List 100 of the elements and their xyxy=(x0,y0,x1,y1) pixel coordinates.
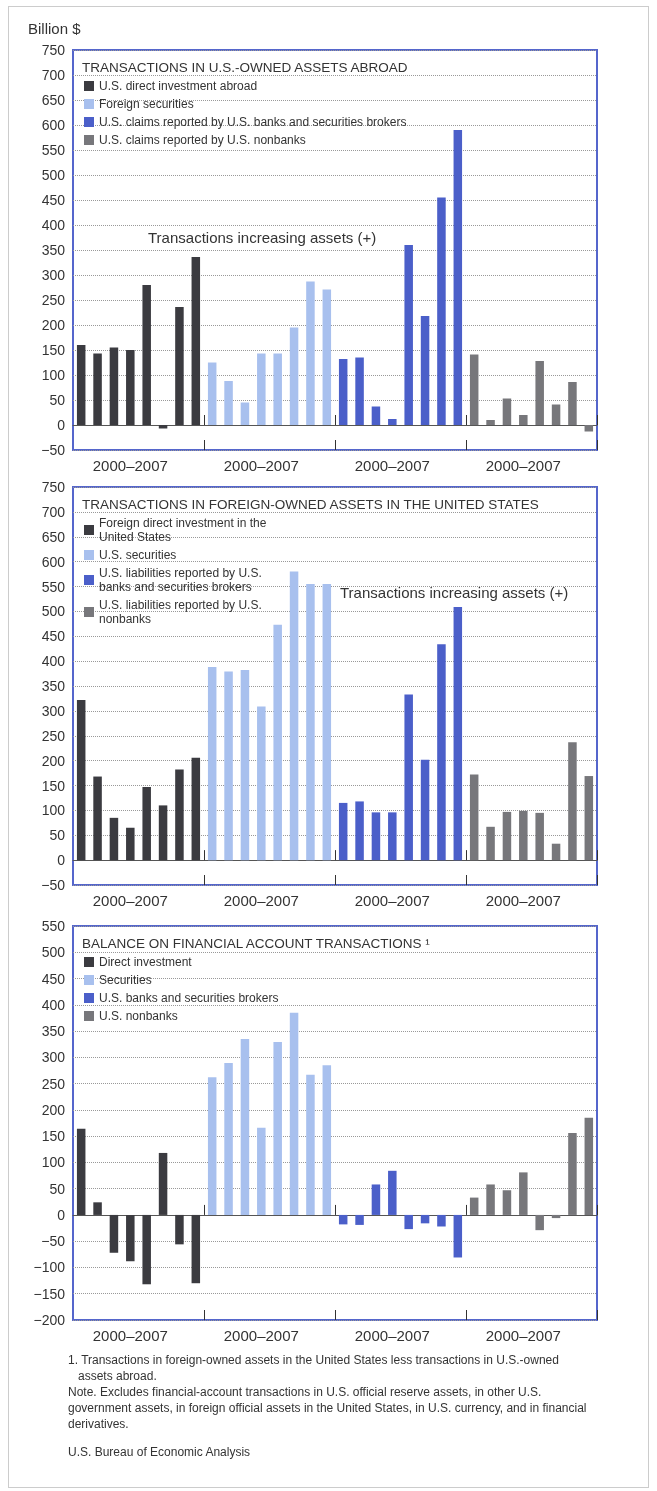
y-tick-label: 100 xyxy=(41,802,66,819)
bar xyxy=(469,1197,479,1215)
y-tick-label: 450 xyxy=(41,628,66,645)
bar xyxy=(355,801,364,861)
y-tick-label: 400 xyxy=(41,996,66,1013)
bar xyxy=(584,425,594,432)
x-tick-label: 2000–2007 xyxy=(354,457,430,474)
bar xyxy=(126,1214,135,1262)
legend-label: Foreign securities xyxy=(99,97,194,111)
y-tick-label: 600 xyxy=(41,117,66,133)
bar xyxy=(240,670,250,861)
y-tick-label: −50 xyxy=(41,442,66,458)
y-tick-label: 50 xyxy=(49,827,66,844)
bar xyxy=(404,245,413,425)
legend-label: U.S. claims reported by U.S. banks and securities brokers xyxy=(99,115,407,129)
bar xyxy=(502,398,512,425)
bar xyxy=(207,667,217,861)
bar xyxy=(486,420,495,425)
y-tick-label: 550 xyxy=(41,578,66,595)
y-tick-label: −50 xyxy=(41,877,66,893)
bar xyxy=(207,1077,217,1215)
bar xyxy=(289,1012,299,1215)
bar xyxy=(142,1214,151,1285)
bar xyxy=(158,1152,168,1215)
bar xyxy=(519,415,528,425)
y-axis-title: Billion $ xyxy=(28,20,82,37)
y-tick-label: 250 xyxy=(41,292,66,308)
bar xyxy=(338,802,348,861)
bar xyxy=(224,671,233,861)
bar xyxy=(535,1214,544,1231)
bar xyxy=(93,776,102,861)
bar xyxy=(519,1172,528,1215)
y-tick-label: −100 xyxy=(33,1259,66,1276)
bar xyxy=(175,307,184,425)
bar xyxy=(388,1170,397,1215)
bar xyxy=(76,1128,86,1215)
y-tick-label: 150 xyxy=(41,1128,66,1145)
bar xyxy=(371,812,381,861)
bar xyxy=(126,350,135,425)
x-tick-label: 2000–2007 xyxy=(354,892,430,909)
bar xyxy=(76,699,86,861)
x-tick-label: 2000–2007 xyxy=(92,1327,168,1344)
y-tick-label: 300 xyxy=(41,702,66,719)
y-tick-label: 650 xyxy=(41,528,66,545)
x-tick-label: 2000–2007 xyxy=(223,457,299,474)
bar xyxy=(289,327,299,425)
text: U.S. Bureau of Economic Analysis xyxy=(68,1444,252,1460)
bar xyxy=(355,357,364,425)
bar xyxy=(568,742,577,861)
bar xyxy=(257,706,266,861)
bar xyxy=(207,362,217,425)
y-tick-label: 700 xyxy=(41,503,66,520)
bar xyxy=(355,1214,364,1225)
y-tick-label: 750 xyxy=(41,479,66,495)
bar xyxy=(109,347,119,425)
bar xyxy=(191,1214,201,1284)
y-tick-label: 350 xyxy=(41,1023,66,1040)
bar xyxy=(322,289,332,425)
bar xyxy=(584,1117,594,1215)
y-tick-label: 200 xyxy=(41,1101,66,1118)
bar xyxy=(191,257,201,425)
bar xyxy=(502,811,512,861)
legend-label: Foreign direct investment in the United States xyxy=(99,516,270,544)
legend-label: U.S. liabilities reported by U.S. banks and securities brokers xyxy=(99,566,266,594)
bar xyxy=(175,769,184,861)
x-tick-label: 2000–2007 xyxy=(485,457,561,474)
y-tick-label: 250 xyxy=(41,727,66,744)
y-tick-label: 400 xyxy=(41,217,66,233)
y-tick-label: 700 xyxy=(41,67,66,83)
bar xyxy=(257,353,266,425)
bar xyxy=(126,827,135,861)
y-tick-label: 350 xyxy=(41,242,66,258)
bar xyxy=(109,817,119,861)
text: Note. Excludes financial-account transactions in U.S. official reserve assets, in other U.S. government assets, in foreign official assets in the United States, in U.S. currency, and in financial derivatives. xyxy=(68,1384,588,1432)
bar xyxy=(551,404,561,425)
bar xyxy=(404,694,413,861)
y-tick-label: 100 xyxy=(41,1154,66,1171)
y-tick-label: 400 xyxy=(41,653,66,670)
x-tick-label: 2000–2007 xyxy=(223,892,299,909)
bar xyxy=(568,382,577,425)
y-tick-label: 450 xyxy=(41,192,66,208)
legend-label: U.S. claims reported by U.S. nonbanks xyxy=(99,133,306,147)
x-tick-label: 2000–2007 xyxy=(354,1327,430,1344)
bar xyxy=(306,584,315,861)
legend-label: U.S. securities xyxy=(99,548,177,562)
bar xyxy=(306,281,315,425)
bar xyxy=(437,644,446,861)
bar xyxy=(289,571,299,861)
y-tick-label: 500 xyxy=(41,603,66,620)
bar xyxy=(469,774,479,861)
bar xyxy=(322,1065,332,1215)
x-tick-label: 2000–2007 xyxy=(485,1327,561,1344)
text: TRANSACTIONS IN U.S.-OWNED ASSETS ABROAD xyxy=(82,59,408,75)
y-tick-label: 300 xyxy=(41,267,66,283)
bar xyxy=(175,1214,184,1245)
bar xyxy=(519,810,528,861)
bar xyxy=(109,1214,119,1253)
y-tick-label: 300 xyxy=(41,1049,66,1066)
bar xyxy=(486,826,495,861)
bar xyxy=(338,359,348,425)
